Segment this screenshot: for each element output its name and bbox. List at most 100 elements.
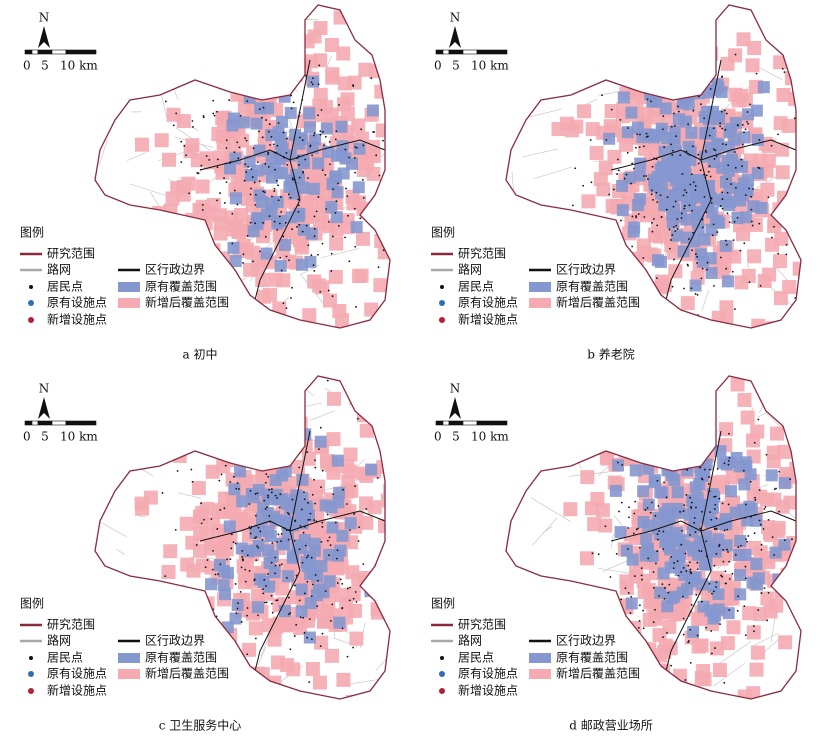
residential-point bbox=[714, 504, 716, 506]
residential-point bbox=[238, 488, 240, 490]
residential-point bbox=[771, 145, 773, 147]
road bbox=[576, 256, 586, 260]
residential-point bbox=[721, 191, 723, 193]
new-coverage bbox=[605, 104, 619, 118]
residential-point bbox=[314, 467, 316, 469]
original-coverage bbox=[205, 578, 217, 590]
road bbox=[290, 689, 293, 701]
new-coverage bbox=[262, 618, 276, 632]
residential-point bbox=[408, 139, 410, 141]
road bbox=[560, 413, 593, 432]
residential-point bbox=[656, 192, 658, 194]
road bbox=[596, 591, 617, 603]
original-coverage bbox=[324, 575, 336, 587]
residential-point bbox=[719, 125, 721, 127]
residential-point bbox=[357, 418, 359, 420]
new-coverage bbox=[306, 662, 320, 676]
new-coverage bbox=[657, 6, 671, 20]
legend-label: 区行政边界 bbox=[145, 634, 205, 648]
residential-point bbox=[635, 147, 637, 149]
residential-point bbox=[637, 528, 639, 530]
residential-point bbox=[752, 188, 754, 190]
residential-point bbox=[724, 129, 726, 131]
original-coverage bbox=[713, 113, 725, 125]
residential-point bbox=[337, 549, 339, 551]
residential-point bbox=[627, 527, 629, 529]
residential-point bbox=[291, 228, 293, 230]
residential-point bbox=[728, 504, 730, 506]
new-coverage bbox=[302, 308, 316, 322]
residential-point bbox=[244, 163, 246, 165]
residential-point bbox=[305, 545, 307, 547]
residential-point bbox=[262, 222, 264, 224]
residential-point bbox=[255, 515, 257, 517]
new-coverage bbox=[215, 423, 229, 437]
residential-point bbox=[247, 166, 249, 168]
new-coverage bbox=[650, 683, 664, 697]
residential-point bbox=[259, 108, 261, 110]
new-coverage bbox=[596, 182, 610, 196]
original-coverage bbox=[309, 538, 321, 550]
residential-point bbox=[256, 492, 258, 494]
legend-label: 居民点 bbox=[47, 651, 83, 665]
residential-point bbox=[267, 152, 269, 154]
residential-point bbox=[728, 464, 730, 466]
residential-point bbox=[671, 154, 673, 156]
residential-point bbox=[384, 83, 386, 85]
residential-point bbox=[789, 478, 791, 480]
residential-point bbox=[690, 571, 692, 573]
new-coverage bbox=[329, 270, 343, 284]
new-coverage bbox=[240, 243, 254, 257]
residential-point bbox=[268, 515, 270, 517]
original-coverage bbox=[326, 521, 338, 533]
residential-point bbox=[673, 259, 675, 261]
residential-point bbox=[264, 602, 266, 604]
new-coverage bbox=[203, 324, 217, 338]
residential-point bbox=[688, 640, 690, 642]
residential-point bbox=[689, 184, 691, 186]
residential-point bbox=[251, 91, 253, 93]
residential-point bbox=[203, 519, 205, 521]
residential-point bbox=[294, 520, 296, 522]
residential-point bbox=[800, 497, 802, 499]
original-coverage bbox=[713, 603, 725, 615]
residential-point bbox=[330, 620, 332, 622]
residential-point bbox=[771, 237, 773, 239]
original-coverage bbox=[702, 87, 714, 99]
residential-point bbox=[645, 509, 647, 511]
road bbox=[168, 23, 181, 53]
new-coverage bbox=[271, 655, 285, 669]
new-coverage bbox=[145, 233, 159, 247]
residential-point bbox=[312, 83, 314, 85]
residential-point bbox=[257, 427, 259, 429]
residential-point bbox=[241, 621, 243, 623]
residential-point bbox=[721, 111, 723, 113]
legend-title: 图例 bbox=[431, 226, 455, 240]
residential-point bbox=[347, 215, 349, 217]
residential-point bbox=[231, 533, 233, 535]
original-coverage bbox=[639, 422, 651, 434]
road bbox=[117, 88, 121, 106]
original-coverage bbox=[632, 122, 644, 134]
residential-point bbox=[368, 590, 370, 592]
residential-point bbox=[358, 526, 360, 528]
legend-label: 新增设施点 bbox=[47, 683, 107, 698]
residential-point bbox=[702, 226, 704, 228]
original-coverage bbox=[640, 452, 652, 464]
residential-point bbox=[322, 243, 324, 245]
residential-point bbox=[218, 480, 220, 482]
residential-point bbox=[663, 482, 665, 484]
residential-point bbox=[312, 583, 314, 585]
residential-point bbox=[754, 497, 756, 499]
residential-point bbox=[698, 550, 700, 552]
residential-point bbox=[231, 243, 233, 245]
residential-point bbox=[276, 541, 278, 543]
residential-point bbox=[249, 570, 251, 572]
original-coverage bbox=[642, 520, 654, 532]
residential-point bbox=[341, 607, 343, 609]
legend-symbol bbox=[440, 656, 444, 660]
new-coverage bbox=[349, 632, 363, 646]
north-arrow bbox=[449, 397, 461, 419]
original-coverage bbox=[697, 256, 709, 268]
residential-point bbox=[683, 288, 685, 290]
